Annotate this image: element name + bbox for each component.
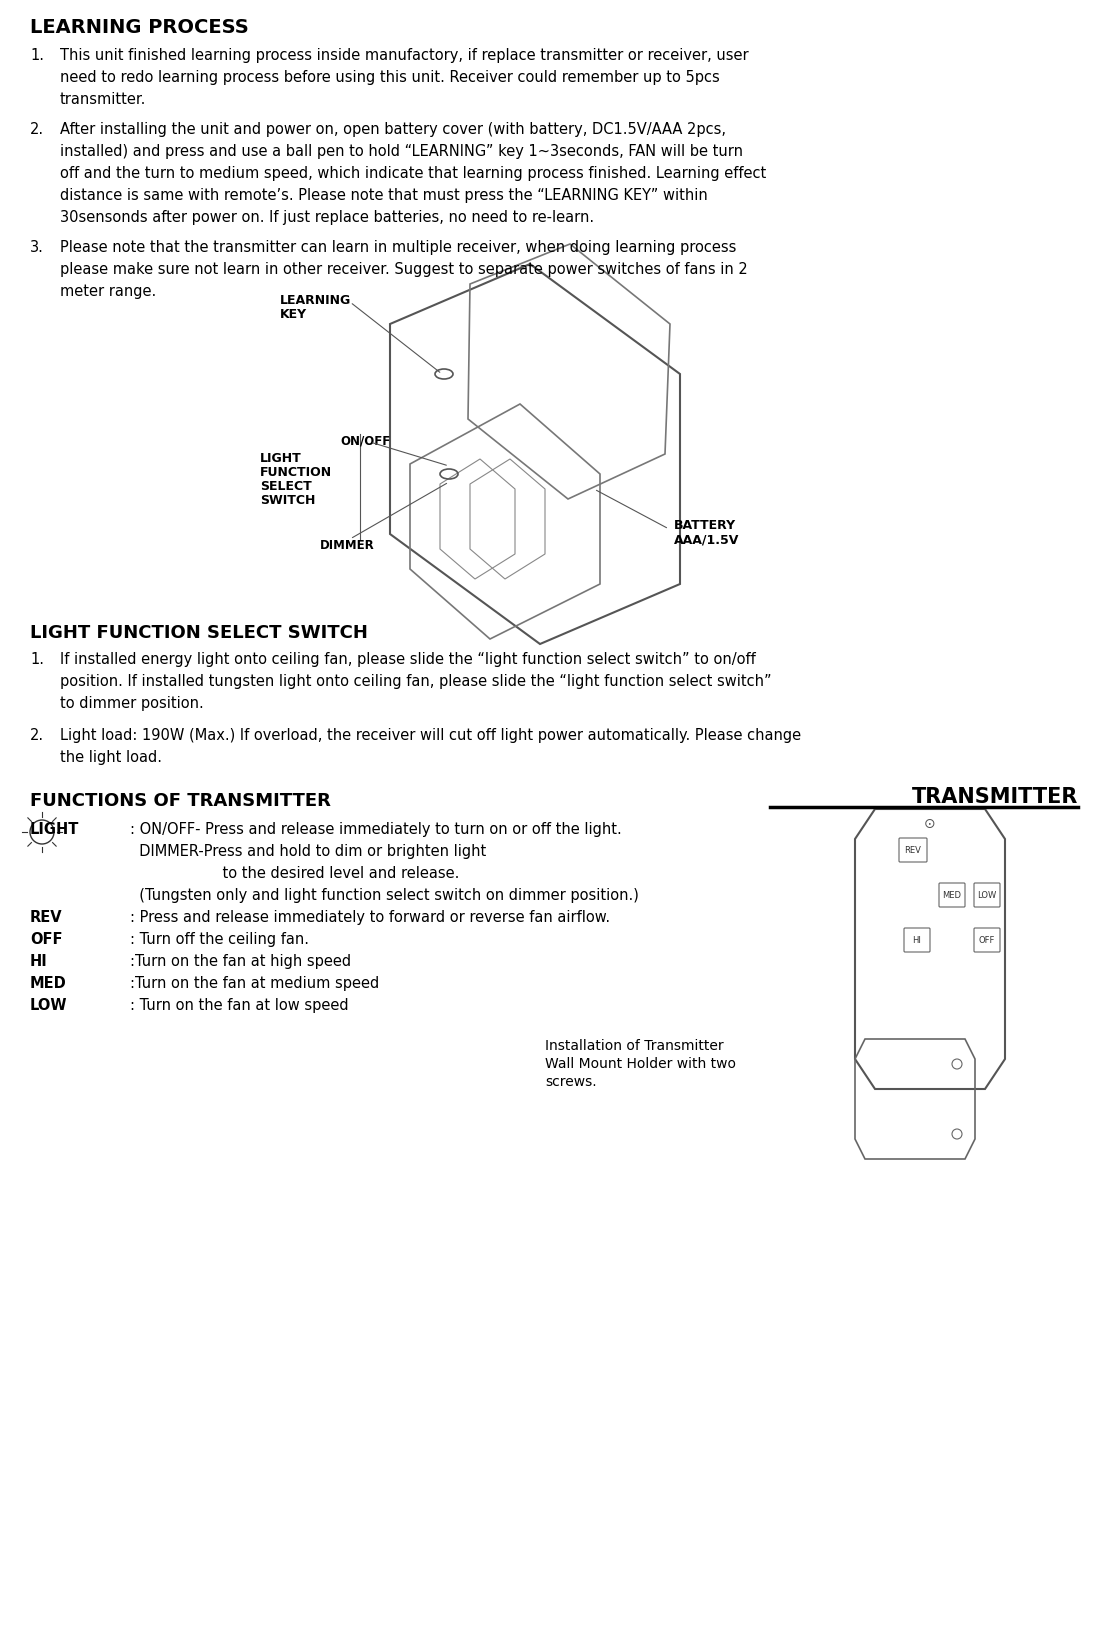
Text: ON/OFF: ON/OFF (340, 433, 390, 446)
Text: LOW: LOW (30, 997, 68, 1014)
Text: LIGHT FUNCTION SELECT SWITCH: LIGHT FUNCTION SELECT SWITCH (30, 625, 368, 643)
Text: After installing the unit and power on, open battery cover (with battery, DC1.5V: After installing the unit and power on, … (60, 123, 726, 137)
Text: If installed energy light onto ceiling fan, please slide the “light function sel: If installed energy light onto ceiling f… (60, 652, 756, 667)
Text: screws.: screws. (545, 1074, 596, 1089)
Text: 3.: 3. (30, 240, 44, 255)
Text: 30sensonds after power on. If just replace batteries, no need to re-learn.: 30sensonds after power on. If just repla… (60, 209, 594, 226)
Text: This unit finished learning process inside manufactory, if replace transmitter o: This unit finished learning process insi… (60, 47, 749, 64)
Text: MED: MED (943, 891, 962, 899)
Text: 1.: 1. (30, 47, 44, 64)
Text: :Turn on the fan at high speed: :Turn on the fan at high speed (130, 953, 351, 970)
Text: REV: REV (30, 911, 63, 925)
Text: SWITCH: SWITCH (260, 494, 316, 507)
Text: SELECT: SELECT (260, 481, 311, 494)
Text: DIMMER-Press and hold to dim or brighten light: DIMMER-Press and hold to dim or brighten… (130, 844, 486, 858)
Text: LIGHT: LIGHT (260, 451, 301, 464)
Text: HI: HI (913, 935, 922, 945)
Text: to dimmer position.: to dimmer position. (60, 697, 204, 711)
Text: need to redo learning process before using this unit. Receiver could remember up: need to redo learning process before usi… (60, 70, 720, 85)
Text: TRANSMITTER: TRANSMITTER (912, 786, 1078, 808)
Text: AAA/1.5V: AAA/1.5V (674, 533, 739, 546)
Text: LEARNING: LEARNING (280, 294, 351, 307)
Text: LIGHT: LIGHT (30, 822, 80, 837)
Text: : ON/OFF- Press and release immediately to turn on or off the light.: : ON/OFF- Press and release immediately … (130, 822, 622, 837)
Text: LEARNING PROCESS: LEARNING PROCESS (30, 18, 249, 38)
Text: :Turn on the fan at medium speed: :Turn on the fan at medium speed (130, 976, 379, 991)
Text: MED: MED (30, 976, 66, 991)
Text: the light load.: the light load. (60, 750, 162, 765)
Text: BATTERY: BATTERY (674, 518, 736, 531)
Text: REV: REV (904, 845, 922, 855)
Text: installed) and press and use a ball pen to hold “LEARNING” key 1~3seconds, FAN w: installed) and press and use a ball pen … (60, 144, 743, 159)
Text: 2.: 2. (30, 123, 44, 137)
Text: 1.: 1. (30, 652, 44, 667)
Text: Installation of Transmitter: Installation of Transmitter (545, 1038, 724, 1053)
Text: LOW: LOW (977, 891, 996, 899)
Text: : Press and release immediately to forward or reverse fan airflow.: : Press and release immediately to forwa… (130, 911, 611, 925)
Text: meter range.: meter range. (60, 284, 156, 299)
Text: FUNCTION: FUNCTION (260, 466, 332, 479)
Text: position. If installed tungsten light onto ceiling fan, please slide the “light : position. If installed tungsten light on… (60, 674, 771, 688)
Text: distance is same with remote’s. Please note that must press the “LEARNING KEY” w: distance is same with remote’s. Please n… (60, 188, 708, 203)
Text: : Turn on the fan at low speed: : Turn on the fan at low speed (130, 997, 349, 1014)
Text: FUNCTIONS OF TRANSMITTER: FUNCTIONS OF TRANSMITTER (30, 791, 331, 809)
Text: 2.: 2. (30, 728, 44, 742)
Text: Light load: 190W (Max.) If overload, the receiver will cut off light power autom: Light load: 190W (Max.) If overload, the… (60, 728, 801, 742)
Text: ⊙: ⊙ (924, 818, 936, 831)
Text: please make sure not learn in other receiver. Suggest to separate power switches: please make sure not learn in other rece… (60, 262, 748, 276)
Text: transmitter.: transmitter. (60, 92, 146, 106)
Text: HI: HI (30, 953, 48, 970)
Text: Wall Mount Holder with two: Wall Mount Holder with two (545, 1056, 736, 1071)
Text: : Turn off the ceiling fan.: : Turn off the ceiling fan. (130, 932, 309, 947)
Text: DIMMER: DIMMER (320, 540, 375, 553)
Text: OFF: OFF (978, 935, 995, 945)
Text: off and the turn to medium speed, which indicate that learning process finished.: off and the turn to medium speed, which … (60, 167, 767, 181)
Text: to the desired level and release.: to the desired level and release. (130, 867, 460, 881)
Text: Please note that the transmitter can learn in multiple receiver, when doing lear: Please note that the transmitter can lea… (60, 240, 737, 255)
Text: OFF: OFF (30, 932, 62, 947)
Text: (Tungsten only and light function select switch on dimmer position.): (Tungsten only and light function select… (130, 888, 639, 903)
Text: KEY: KEY (280, 307, 307, 320)
